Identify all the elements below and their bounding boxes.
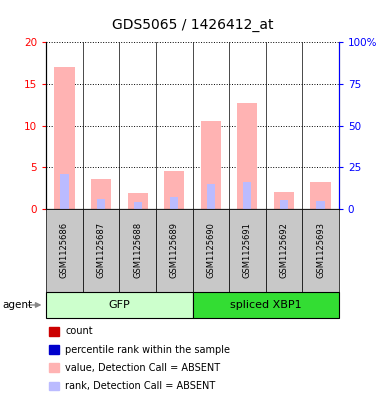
Bar bbox=[127, 193, 148, 209]
Bar bbox=[274, 192, 294, 209]
Bar bbox=[54, 67, 75, 209]
Bar bbox=[302, 209, 339, 292]
Text: percentile rank within the sample: percentile rank within the sample bbox=[65, 345, 230, 354]
Bar bbox=[97, 199, 105, 209]
Bar bbox=[49, 364, 59, 372]
Text: GSM1125693: GSM1125693 bbox=[316, 222, 325, 278]
Bar bbox=[91, 179, 111, 209]
Text: GSM1125692: GSM1125692 bbox=[280, 222, 288, 278]
Text: agent: agent bbox=[2, 300, 32, 310]
Bar bbox=[49, 327, 59, 336]
Text: GSM1125689: GSM1125689 bbox=[170, 222, 179, 278]
Bar bbox=[201, 121, 221, 209]
Bar bbox=[192, 292, 339, 318]
Bar bbox=[229, 209, 266, 292]
Bar bbox=[83, 209, 119, 292]
Bar bbox=[49, 345, 59, 354]
Text: GSM1125688: GSM1125688 bbox=[133, 222, 142, 278]
Text: count: count bbox=[65, 327, 93, 336]
Text: GSM1125690: GSM1125690 bbox=[206, 222, 215, 278]
Bar bbox=[192, 209, 229, 292]
Bar bbox=[164, 171, 184, 209]
Bar bbox=[119, 209, 156, 292]
Bar bbox=[243, 182, 251, 209]
Bar bbox=[310, 182, 331, 209]
Text: GSM1125691: GSM1125691 bbox=[243, 222, 252, 278]
Bar bbox=[49, 382, 59, 390]
Bar bbox=[46, 209, 83, 292]
Bar bbox=[134, 202, 142, 209]
Bar bbox=[316, 201, 325, 209]
Bar bbox=[46, 292, 192, 318]
Bar bbox=[266, 209, 302, 292]
Bar bbox=[60, 174, 69, 209]
Bar bbox=[156, 209, 192, 292]
Text: GFP: GFP bbox=[109, 300, 130, 310]
Text: spliced XBP1: spliced XBP1 bbox=[230, 300, 301, 310]
Bar bbox=[237, 103, 258, 209]
Text: GSM1125687: GSM1125687 bbox=[97, 222, 105, 278]
Bar bbox=[170, 196, 178, 209]
Text: GDS5065 / 1426412_at: GDS5065 / 1426412_at bbox=[112, 18, 273, 32]
Bar bbox=[280, 200, 288, 209]
Text: GSM1125686: GSM1125686 bbox=[60, 222, 69, 278]
Text: value, Detection Call = ABSENT: value, Detection Call = ABSENT bbox=[65, 363, 220, 373]
Bar bbox=[207, 184, 215, 209]
Text: rank, Detection Call = ABSENT: rank, Detection Call = ABSENT bbox=[65, 381, 216, 391]
